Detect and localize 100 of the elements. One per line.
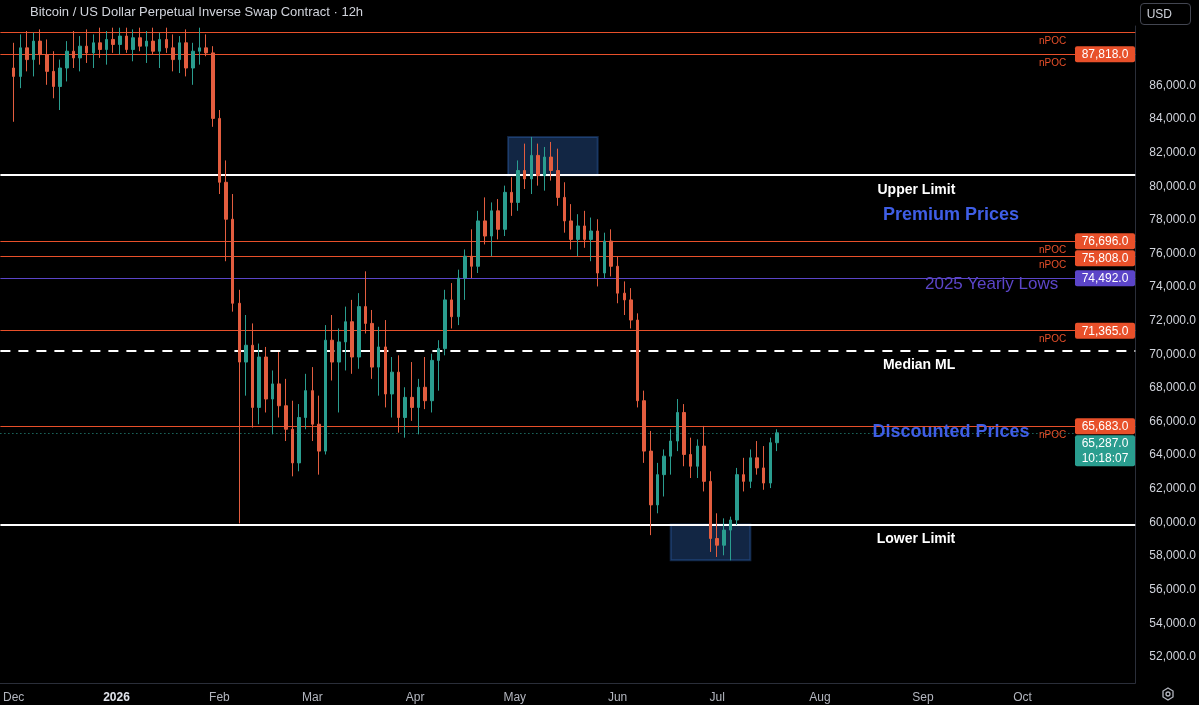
candlestick bbox=[702, 425, 706, 492]
candlestick bbox=[523, 143, 526, 190]
candlestick bbox=[476, 210, 480, 274]
candlestick bbox=[583, 210, 586, 249]
candlestick bbox=[52, 50, 55, 99]
candlestick bbox=[370, 309, 374, 380]
candlestick bbox=[556, 148, 560, 207]
annotation: 65,683.0 bbox=[1081, 419, 1129, 434]
annotation: 75,808.0 bbox=[1081, 251, 1129, 266]
candlestick bbox=[609, 228, 613, 277]
candlestick bbox=[58, 59, 62, 111]
candlestick bbox=[623, 280, 626, 316]
y-tick-label: 54,000.0 bbox=[1149, 615, 1197, 630]
annotation: 87,818.0 bbox=[1081, 47, 1129, 62]
candlestick bbox=[662, 448, 666, 497]
y-tick-label: 74,000.0 bbox=[1149, 279, 1197, 294]
x-tick-label: Aug bbox=[809, 690, 831, 704]
y-tick-label: 80,000.0 bbox=[1149, 178, 1197, 193]
candlestick bbox=[45, 38, 49, 86]
candlestick bbox=[211, 45, 215, 128]
candlestick bbox=[516, 159, 520, 212]
candlestick bbox=[224, 159, 228, 262]
candlestick bbox=[184, 28, 188, 77]
candlestick bbox=[284, 378, 288, 442]
candlestick bbox=[543, 146, 546, 192]
candlestick bbox=[191, 42, 195, 86]
candlestick bbox=[291, 400, 294, 477]
candlestick bbox=[231, 193, 234, 313]
candlestick bbox=[165, 27, 168, 54]
chart-title: Bitcoin / US Dollar Perpetual Inverse Swap Contract · 12h bbox=[30, 4, 364, 19]
ref-line-label: nPOC bbox=[1039, 428, 1067, 440]
candlestick bbox=[271, 369, 274, 435]
candlestick bbox=[629, 287, 633, 329]
candlestick bbox=[92, 33, 95, 69]
candlestick bbox=[98, 27, 102, 59]
y-tick-label: 70,000.0 bbox=[1149, 346, 1197, 361]
candlestick bbox=[696, 438, 699, 479]
ref-line-label: nPOC bbox=[1039, 258, 1067, 270]
y-tick-label: 60,000.0 bbox=[1149, 514, 1197, 529]
candlestick bbox=[649, 430, 653, 536]
y-tick-label: 76,000.0 bbox=[1149, 245, 1197, 260]
candlestick bbox=[735, 467, 739, 526]
ref-line-label: nPOC bbox=[1039, 56, 1067, 68]
candlestick bbox=[410, 361, 414, 422]
candlestick bbox=[19, 33, 22, 89]
candlestick bbox=[25, 30, 29, 72]
annotation: 76,696.0 bbox=[1081, 234, 1129, 249]
candlestick bbox=[384, 319, 387, 408]
ref-line-label: nPOC bbox=[1039, 333, 1067, 345]
y-tick-label: 66,000.0 bbox=[1149, 413, 1197, 428]
candlestick bbox=[118, 27, 122, 56]
candlestick bbox=[72, 30, 75, 69]
candlestick bbox=[443, 289, 447, 356]
candlestick bbox=[715, 512, 719, 558]
candlestick bbox=[749, 448, 752, 489]
candlestick bbox=[397, 354, 400, 434]
y-tick-label: 58,000.0 bbox=[1149, 548, 1197, 563]
ref-line-label: Upper Limit bbox=[877, 181, 956, 198]
candlestick bbox=[483, 196, 487, 245]
candlestick bbox=[330, 314, 334, 382]
candlestick bbox=[682, 403, 686, 467]
x-tick-label: Oct bbox=[1013, 690, 1033, 704]
candlestick bbox=[636, 312, 639, 408]
candlestick bbox=[470, 228, 473, 279]
ref-line-label: Median ML bbox=[882, 356, 956, 373]
candlestick bbox=[576, 213, 580, 257]
ref-line-label: nPOC bbox=[1039, 243, 1067, 255]
candlestick bbox=[125, 27, 128, 54]
candlestick bbox=[198, 27, 201, 66]
x-tick-label: Dec bbox=[2, 690, 25, 704]
y-tick-label: 84,000.0 bbox=[1149, 111, 1197, 126]
candlestick bbox=[178, 35, 181, 74]
candlestick bbox=[65, 40, 69, 82]
x-tick-label: May bbox=[503, 690, 527, 704]
candlestick bbox=[377, 326, 380, 397]
text: USD bbox=[1139, 3, 1191, 25]
candlestick bbox=[769, 437, 772, 489]
y-tick-label: 68,000.0 bbox=[1149, 380, 1197, 395]
y-tick-label: 62,000.0 bbox=[1149, 481, 1197, 496]
x-tick-label: Sep bbox=[912, 690, 934, 704]
candlestick bbox=[238, 289, 241, 524]
y-tick-label: 72,000.0 bbox=[1149, 313, 1197, 328]
candlestick bbox=[204, 33, 208, 57]
candlestick bbox=[257, 343, 261, 425]
candlestick bbox=[536, 143, 540, 187]
candlestick bbox=[244, 314, 248, 397]
annotation: 65,287.0 10:18:07 bbox=[1081, 436, 1129, 466]
candlestick bbox=[12, 42, 15, 123]
candlestick bbox=[131, 28, 135, 62]
candlestick bbox=[251, 322, 254, 429]
candlestick bbox=[503, 185, 507, 237]
candlestick bbox=[616, 255, 619, 304]
candlestick bbox=[596, 218, 599, 287]
candlestick bbox=[151, 27, 155, 56]
x-tick-label: Mar bbox=[301, 690, 323, 704]
candlestick bbox=[85, 28, 88, 64]
candlestick bbox=[304, 373, 307, 430]
x-tick-label: Feb bbox=[209, 690, 231, 704]
candlestick bbox=[430, 353, 434, 413]
candlestick bbox=[722, 517, 726, 556]
